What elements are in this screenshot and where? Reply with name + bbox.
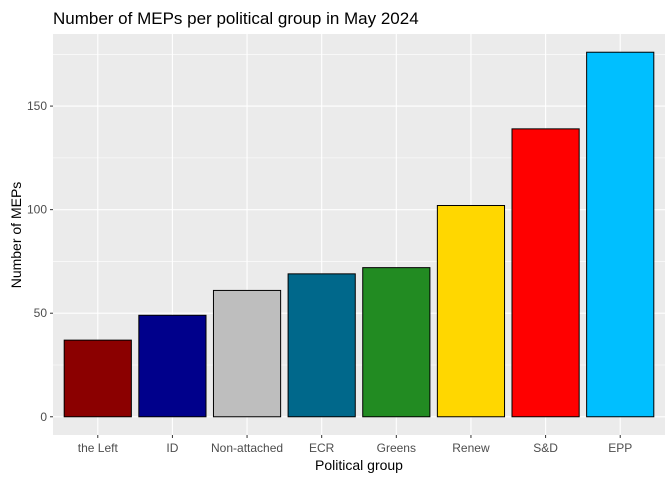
x-tick-label: Greens <box>377 441 416 455</box>
x-tick-label: S&D <box>533 441 558 455</box>
bar-s-d <box>511 128 580 418</box>
y-axis: 0 50 100 150 <box>27 99 53 424</box>
x-tick-label: the Left <box>78 441 119 455</box>
x-tick-label: EPP <box>608 441 632 455</box>
x-axis: the Left ID Non-attached ECR Greens Renew S&D E… <box>78 435 632 455</box>
x-tick-label: Renew <box>452 441 490 455</box>
chart-title: Number of MEPs per political group in Ma… <box>53 9 419 28</box>
bars <box>63 51 655 418</box>
y-tick-label: 100 <box>27 203 47 217</box>
y-tick-label: 50 <box>34 306 48 320</box>
bar-id <box>138 314 207 418</box>
bar-epp <box>586 51 655 418</box>
y-tick-label: 150 <box>27 99 47 113</box>
bar-greens <box>362 267 431 418</box>
x-tick-label: ID <box>166 441 178 455</box>
y-axis-title: Number of MEPs <box>8 182 24 289</box>
x-tick-label: ECR <box>309 441 335 455</box>
x-axis-title: Political group <box>315 457 403 473</box>
bar-the-left <box>63 339 132 418</box>
x-tick-label: Non-attached <box>211 441 283 455</box>
bar-renew <box>436 205 506 418</box>
y-tick-label: 0 <box>40 410 47 424</box>
bar-ecr <box>287 273 356 418</box>
bar-non-attached <box>212 289 282 418</box>
